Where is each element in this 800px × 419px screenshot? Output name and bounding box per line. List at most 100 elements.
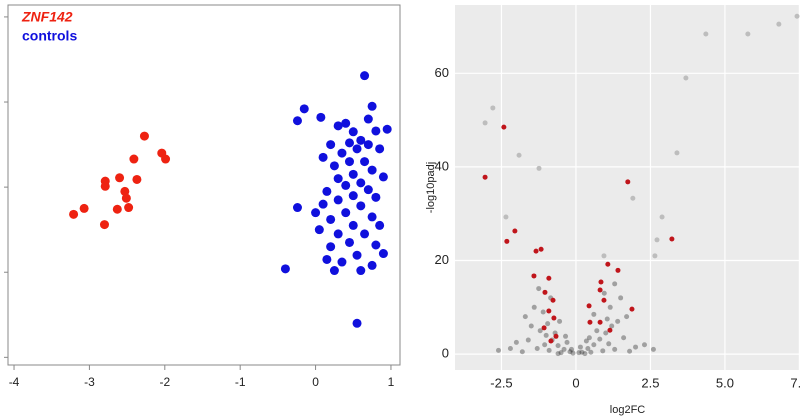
point: [329, 161, 339, 171]
point: [352, 250, 362, 260]
point: [490, 105, 496, 111]
point: [546, 347, 552, 353]
point: [601, 253, 607, 259]
x-tick-label: 5.0: [716, 375, 734, 390]
point: [597, 287, 603, 293]
point: [326, 140, 336, 150]
point: [516, 152, 522, 158]
point: [322, 254, 332, 264]
point: [512, 228, 518, 234]
point: [561, 346, 567, 352]
point: [337, 148, 347, 158]
point: [654, 237, 660, 243]
point: [545, 321, 551, 327]
point: [318, 152, 328, 162]
point: [576, 350, 582, 356]
point: [577, 344, 583, 350]
point: [333, 121, 343, 131]
point: [597, 336, 603, 342]
point: [550, 297, 556, 303]
point: [356, 201, 366, 211]
point: [382, 124, 392, 134]
point: [348, 220, 358, 230]
point: [703, 31, 709, 37]
point: [534, 345, 540, 351]
legend-entry: ZNF142: [21, 9, 73, 25]
point: [683, 75, 689, 81]
point: [367, 165, 377, 175]
point: [531, 273, 537, 279]
point: [583, 338, 589, 344]
point: [344, 237, 354, 247]
point: [367, 260, 377, 270]
point: [542, 342, 548, 348]
point: [528, 323, 534, 329]
point: [624, 314, 630, 320]
point: [567, 349, 573, 355]
point: [533, 248, 539, 254]
point: [132, 174, 142, 184]
point: [371, 240, 381, 250]
x-tick-label: 0: [312, 375, 319, 389]
point: [582, 351, 588, 357]
point: [280, 264, 290, 274]
point: [794, 13, 800, 19]
point: [120, 186, 130, 196]
point: [546, 308, 552, 314]
point: [600, 348, 606, 354]
point: [348, 191, 358, 201]
point: [99, 220, 109, 230]
point: [540, 309, 546, 315]
x-tick-label: -3: [84, 375, 95, 389]
point: [591, 342, 597, 348]
point: [333, 229, 343, 239]
point: [542, 289, 548, 295]
point: [745, 31, 751, 37]
point: [618, 295, 624, 301]
point: [371, 192, 381, 202]
point: [311, 208, 321, 218]
point: [503, 214, 509, 220]
point: [344, 138, 354, 148]
point: [601, 297, 607, 303]
point: [588, 349, 594, 355]
point: [367, 212, 377, 222]
point: [367, 101, 377, 111]
y-tick-label: 0: [442, 346, 449, 361]
point: [607, 304, 613, 310]
point: [495, 347, 501, 353]
point: [314, 225, 324, 235]
point: [482, 174, 488, 180]
point: [650, 346, 656, 352]
point: [378, 172, 388, 182]
point: [348, 127, 358, 137]
point: [525, 337, 531, 343]
point: [333, 195, 343, 205]
point: [606, 341, 612, 347]
point: [541, 325, 547, 331]
point: [621, 335, 627, 341]
point: [641, 342, 647, 348]
point: [79, 203, 89, 213]
point: [292, 203, 302, 213]
x-tick-label: 2.5: [641, 375, 659, 390]
x-tick-label: 0: [572, 375, 579, 390]
point: [555, 343, 561, 349]
point: [326, 242, 336, 252]
point: [558, 350, 564, 356]
point: [537, 328, 543, 334]
point: [129, 154, 139, 164]
point: [536, 165, 542, 171]
x-axis-title: log2FC: [610, 404, 646, 416]
point: [482, 120, 488, 126]
legend-entry: controls: [22, 28, 77, 44]
point: [597, 319, 603, 325]
point: [553, 333, 559, 339]
point: [536, 286, 542, 292]
point: [625, 179, 631, 185]
point: [555, 351, 561, 357]
point: [633, 344, 639, 350]
point: [100, 181, 110, 191]
point: [615, 318, 621, 324]
point: [371, 126, 381, 136]
